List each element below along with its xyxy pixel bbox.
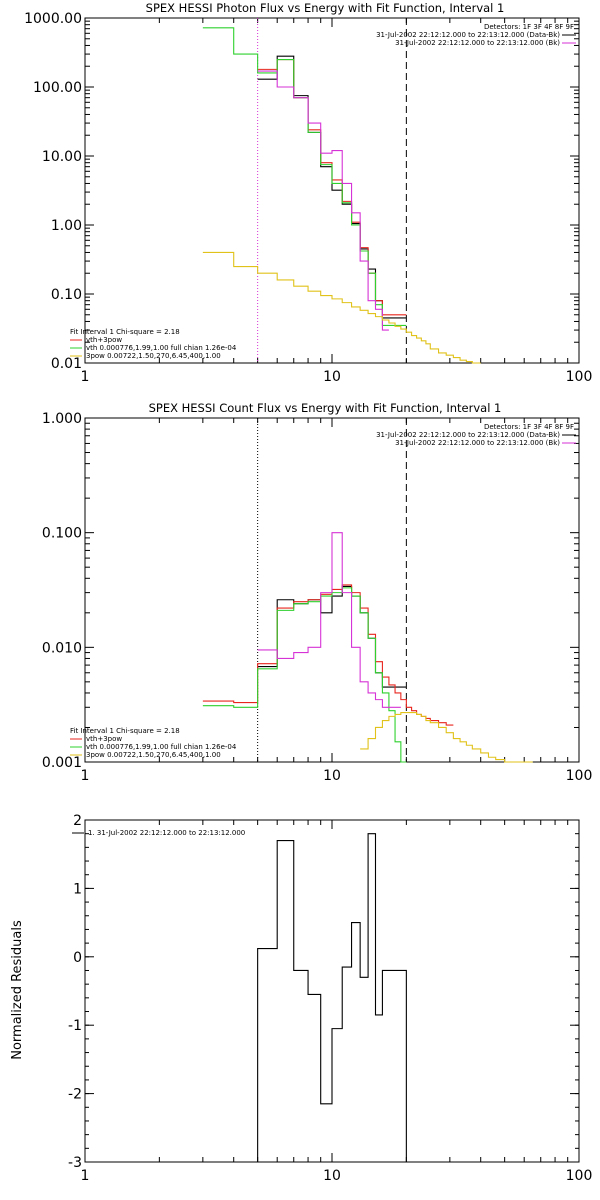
legend-top: Detectors: 1F 3F 4F 8F 9F 31-Jul-2002 22…: [376, 23, 576, 47]
series-green-histogram: [202, 27, 407, 327]
count-flux-panel: SPEX HESSI Count Flux vs Energy with Fit…: [42, 401, 592, 784]
legend-entry-data-bk: 31-Jul-2002 22:12:12.000 to 22:13:12.000…: [376, 431, 560, 439]
y-tick-label: 0.010: [42, 640, 82, 656]
series-yellow-histogram: [360, 711, 533, 763]
x-tick-label: 10: [323, 369, 341, 385]
y-tick-label: 2: [73, 813, 82, 829]
series-magenta-histogram: [257, 70, 389, 331]
y-tick-label: 0.001: [42, 755, 82, 771]
series-group: [257, 833, 407, 1162]
y-tick-label: -3: [68, 1155, 82, 1171]
series-yellow-histogram: [202, 251, 481, 364]
legend: 1. 31-Jul-2002 22:12:12.000 to 22:13:12.…: [72, 829, 245, 837]
legend-entry-bk: 31-Jul-2002 22:12:12.000 to 22:13:12.000…: [395, 439, 560, 447]
y-tick-label: 0.10: [51, 287, 82, 303]
legend-entry-data-bk: 31-Jul-2002 22:12:12.000 to 22:13:12.000…: [376, 31, 560, 39]
legend-top: Detectors: 1F 3F 4F 8F 9F 31-Jul-2002 22…: [376, 423, 576, 447]
plot-frame: [84, 819, 580, 1163]
axis-ticks: 1 10 100 -3 -2 -1 0 1 2: [68, 813, 592, 1184]
series-black-histogram: [257, 833, 407, 1162]
legend-entry-3pow: 3pow 0.00722,1.50,270,6.45,400,1.00: [86, 352, 221, 360]
series-group: [202, 27, 481, 364]
series-group: [202, 532, 533, 763]
series-magenta-histogram: [257, 532, 401, 708]
x-tick-label: 10: [323, 1168, 341, 1184]
residuals-panel: 1 10 100 -3 -2 -1 0 1 2 Normalized Residuals 1. …: [10, 813, 592, 1184]
series-green-histogram: [202, 587, 407, 763]
y-axis-label: Normalized Residuals: [10, 920, 25, 1060]
y-tick-label: 0.100: [42, 526, 82, 542]
legend-fit-header: Fit Interval 1 Chi-square = 2.18: [70, 727, 180, 735]
series-black-histogram: [257, 585, 407, 688]
legend-fit-header: Fit Interval 1 Chi-square = 2.18: [70, 328, 180, 336]
legend-fit: Fit Interval 1 Chi-square = 2.18 vth+3po…: [70, 727, 237, 759]
legend-detectors: Detectors: 1F 3F 4F 8F 9F: [484, 23, 574, 31]
y-tick-label: 1000.00: [24, 11, 82, 27]
x-tick-label: 1: [81, 369, 90, 385]
x-tick-label: 10: [323, 768, 341, 784]
legend-entry-3pow: 3pow 0.00722,1.50,270,6.45,400,1.00: [86, 751, 221, 759]
y-tick-label: 0.01: [51, 356, 82, 372]
y-tick-label: 100.00: [33, 80, 82, 96]
reference-lines: [257, 18, 407, 363]
x-tick-label: 1: [81, 1168, 90, 1184]
y-tick-label: 1.00: [51, 218, 82, 234]
axis-ticks: 1 10 100 0.01 0.10 1.00 10.00 100.00 1000.00: [24, 11, 592, 385]
legend-fit: Fit Interval 1 Chi-square = 2.18 vth+3po…: [70, 328, 237, 360]
x-tick-label: 100: [566, 1168, 593, 1184]
series-red-histogram: [202, 584, 454, 726]
x-tick-label: 1: [81, 768, 90, 784]
legend-entry-vth: vth 0.000776,1.99,1.00 full chian 1.26e-…: [86, 344, 237, 352]
y-tick-label: -2: [68, 1087, 82, 1103]
legend-detectors: Detectors: 1F 3F 4F 8F 9F: [484, 423, 574, 431]
legend-entry-vth-3pow: vth+3pow: [86, 336, 122, 344]
x-tick-label: 100: [566, 369, 593, 385]
legend-entry-vth: vth 0.000776,1.99,1.00 full chian 1.26e-…: [86, 743, 237, 751]
y-tick-label: 10.00: [42, 149, 82, 165]
legend-entry-vth-3pow: vth+3pow: [86, 735, 122, 743]
chart-title: SPEX HESSI Photon Flux vs Energy with Fi…: [146, 1, 505, 15]
series-black-histogram: [257, 55, 407, 319]
axis-ticks: 1 10 100 0.001 0.010 0.100 1.000: [42, 411, 592, 784]
y-tick-label: -1: [68, 1018, 82, 1034]
legend-entry-bk: 31-Jul-2002 22:12:12.000 to 22:13:12.000…: [395, 39, 560, 47]
photon-flux-panel: SPEX HESSI Photon Flux vs Energy with Fi…: [24, 1, 592, 385]
x-tick-label: 100: [566, 768, 593, 784]
chart-title: SPEX HESSI Count Flux vs Energy with Fit…: [149, 401, 502, 415]
y-tick-label: 1: [73, 881, 82, 897]
y-tick-label: 0: [73, 950, 82, 966]
legend-entry-interval: 1. 31-Jul-2002 22:12:12.000 to 22:13:12.…: [88, 829, 245, 837]
y-tick-label: 1.000: [42, 411, 82, 427]
